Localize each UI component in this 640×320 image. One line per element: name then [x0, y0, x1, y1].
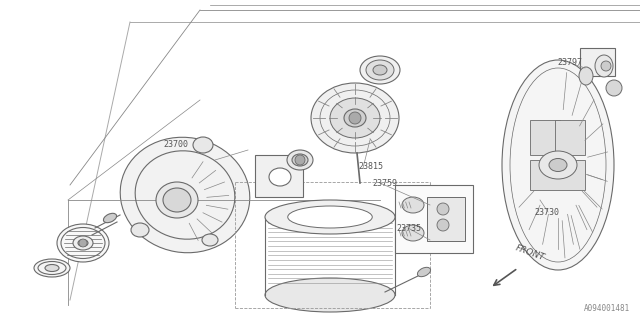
Ellipse shape — [265, 278, 395, 312]
Circle shape — [601, 61, 611, 71]
Text: 23700: 23700 — [163, 140, 188, 148]
Ellipse shape — [193, 137, 213, 153]
Ellipse shape — [288, 206, 372, 228]
Circle shape — [606, 80, 622, 96]
Ellipse shape — [373, 65, 387, 75]
Ellipse shape — [360, 56, 400, 84]
Ellipse shape — [311, 83, 399, 153]
Bar — [255, 155, 303, 197]
Ellipse shape — [287, 150, 313, 170]
Ellipse shape — [539, 151, 577, 179]
Ellipse shape — [34, 259, 70, 277]
Ellipse shape — [402, 225, 424, 241]
Bar — [580, 48, 615, 76]
Ellipse shape — [73, 236, 93, 250]
Circle shape — [295, 155, 305, 165]
Ellipse shape — [156, 182, 198, 218]
Ellipse shape — [269, 168, 291, 186]
Circle shape — [79, 239, 87, 247]
Ellipse shape — [104, 213, 116, 223]
Circle shape — [349, 112, 361, 124]
Text: 23797: 23797 — [557, 58, 582, 67]
Ellipse shape — [366, 60, 394, 80]
Ellipse shape — [402, 197, 424, 213]
Bar — [395, 185, 473, 253]
Text: 23759: 23759 — [372, 179, 397, 188]
Ellipse shape — [131, 223, 149, 237]
Bar — [555, 120, 585, 155]
Text: FRONT: FRONT — [514, 243, 546, 262]
Circle shape — [437, 203, 449, 215]
Ellipse shape — [57, 224, 109, 262]
Ellipse shape — [120, 137, 250, 253]
Ellipse shape — [579, 67, 593, 85]
Text: 23730: 23730 — [534, 207, 559, 217]
Ellipse shape — [78, 239, 88, 246]
Ellipse shape — [45, 265, 59, 271]
Ellipse shape — [502, 60, 614, 270]
Text: 23735: 23735 — [396, 223, 421, 233]
Ellipse shape — [595, 55, 613, 77]
Ellipse shape — [330, 98, 380, 138]
Ellipse shape — [265, 200, 395, 234]
Ellipse shape — [417, 267, 431, 277]
Text: A094001481: A094001481 — [584, 304, 630, 313]
Ellipse shape — [163, 188, 191, 212]
Ellipse shape — [344, 109, 366, 127]
Bar — [427, 197, 465, 241]
Ellipse shape — [292, 154, 308, 166]
Bar — [530, 120, 560, 155]
Text: 23815: 23815 — [358, 162, 383, 171]
Bar — [530, 160, 585, 190]
Ellipse shape — [202, 234, 218, 246]
Circle shape — [437, 219, 449, 231]
Ellipse shape — [549, 158, 567, 172]
